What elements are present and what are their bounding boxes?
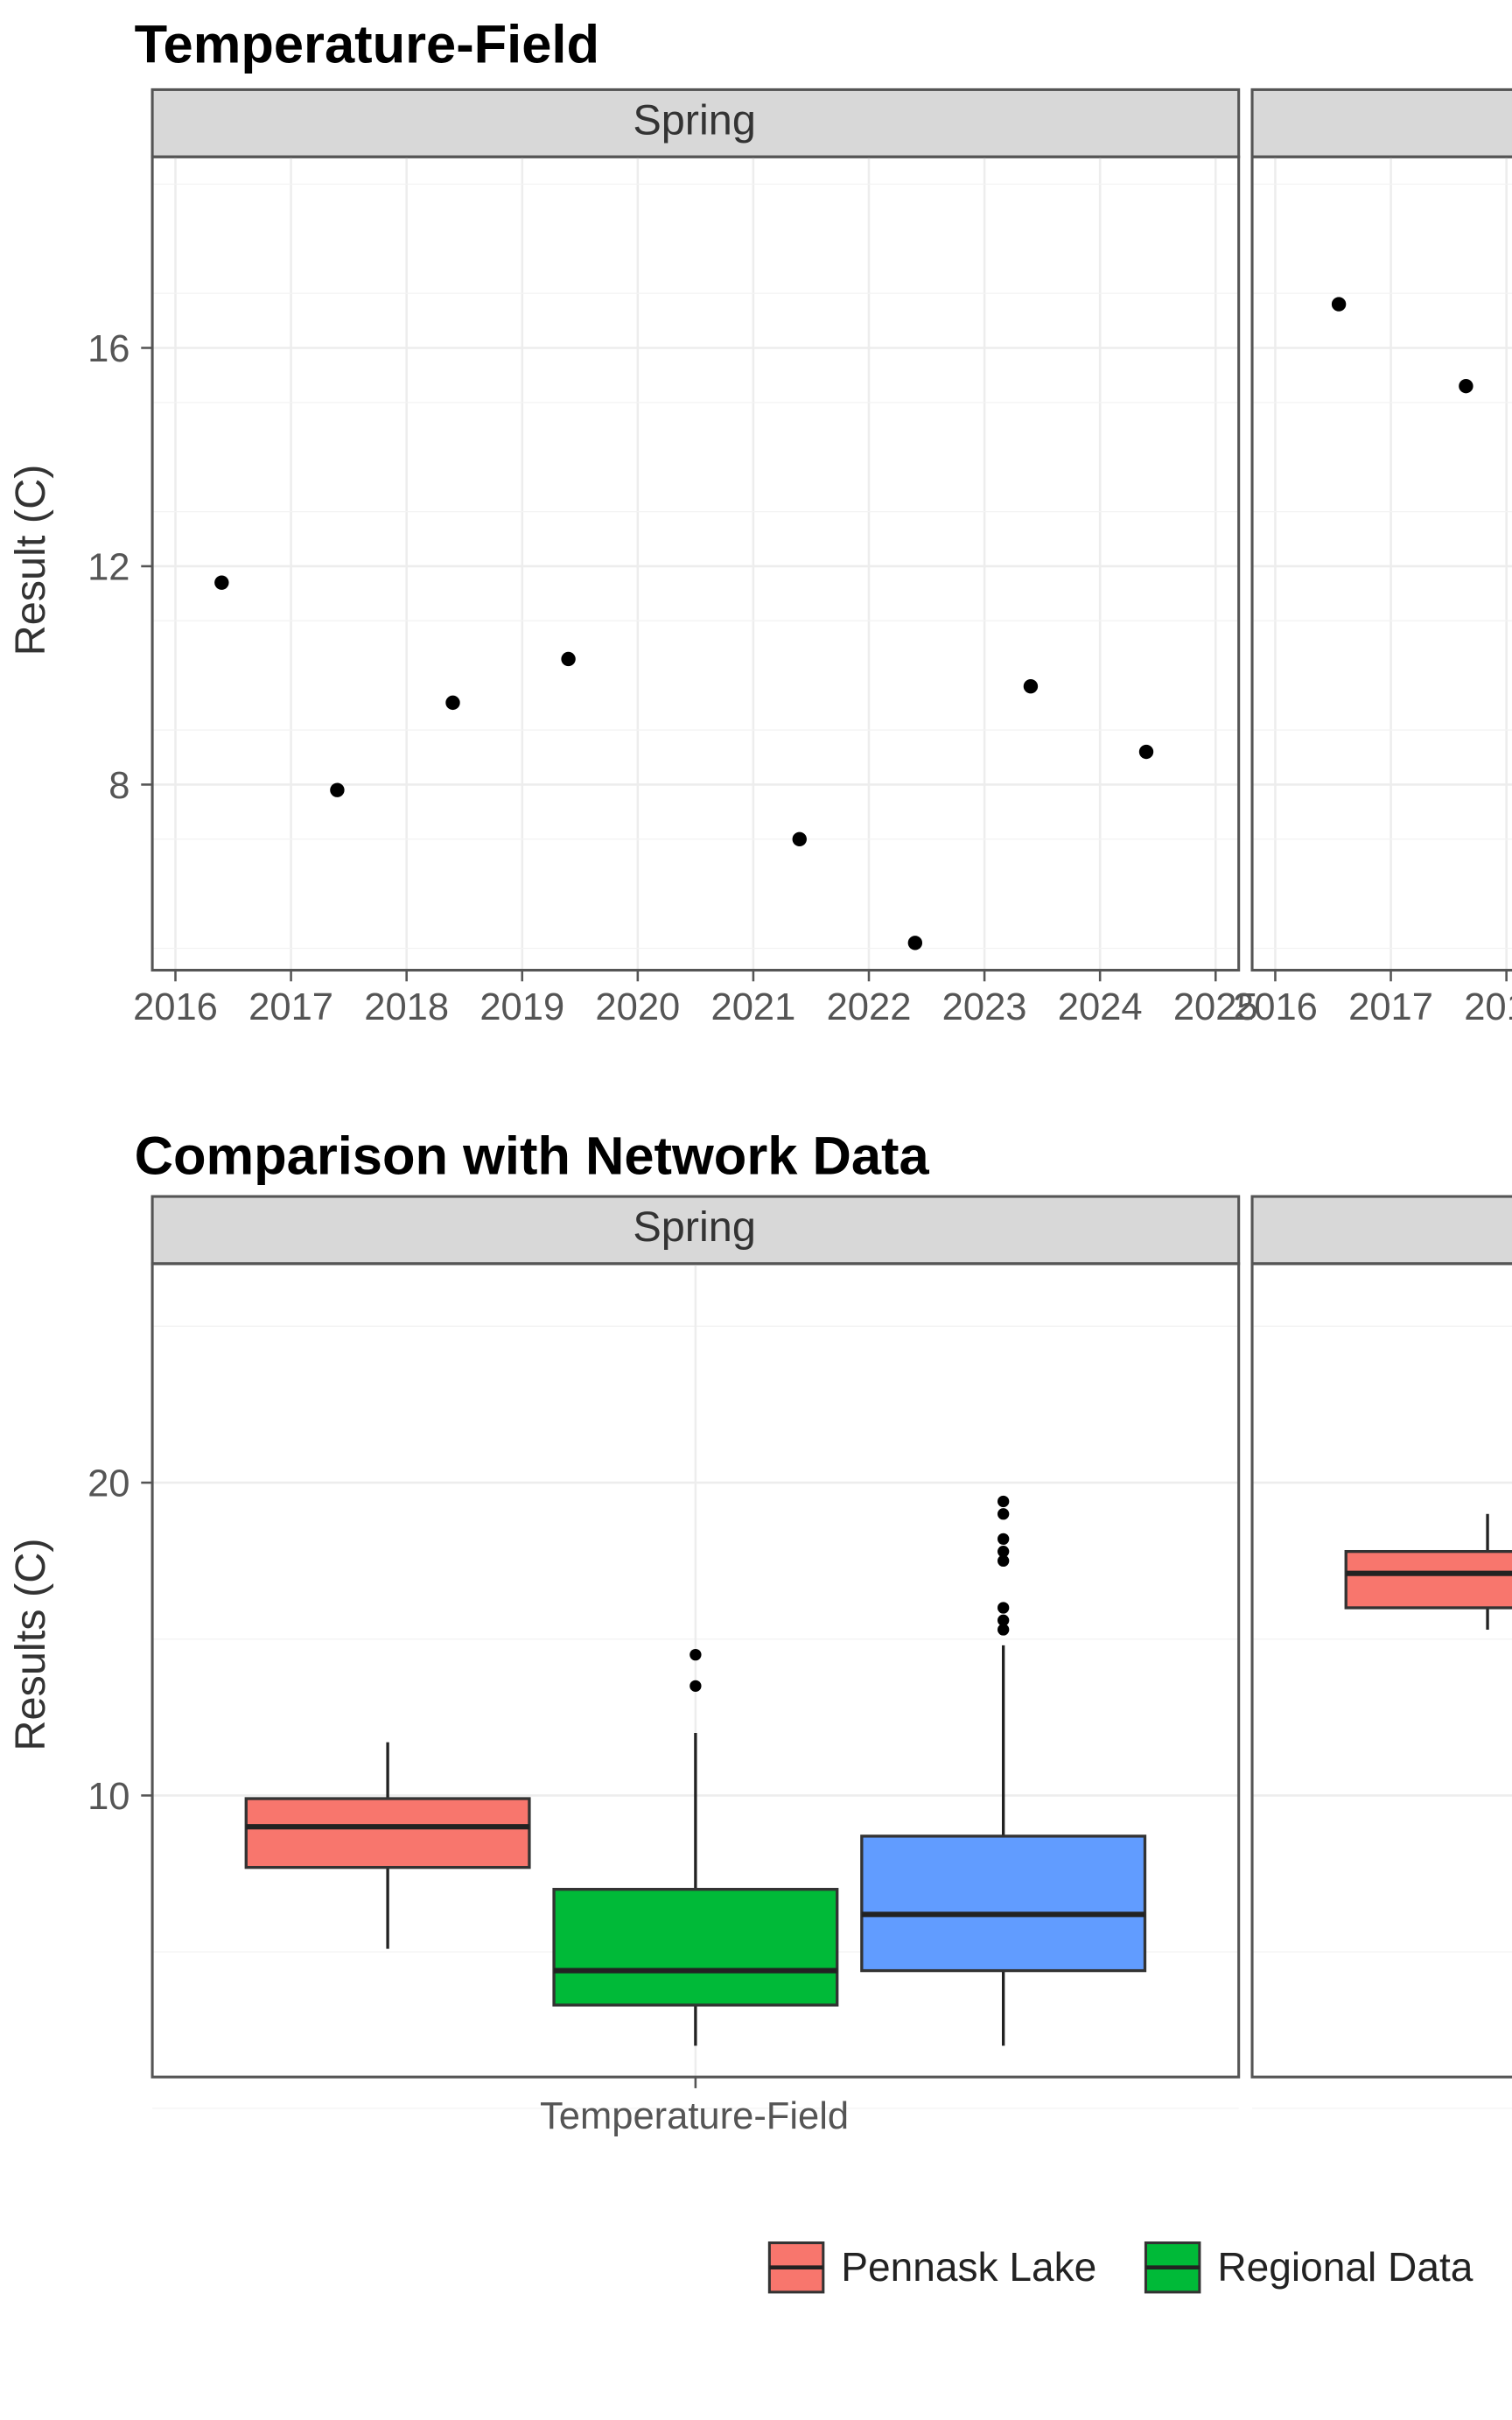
- svg-text:2017: 2017: [248, 986, 333, 1028]
- svg-text:2024: 2024: [1058, 986, 1143, 1028]
- svg-text:2018: 2018: [364, 986, 449, 1028]
- box-ylabel: Results (C): [7, 1538, 54, 1750]
- box-spring-panel: [152, 1264, 1239, 2108]
- scatter-point: [214, 575, 228, 589]
- scatter-point: [330, 782, 344, 796]
- box-xlabel-spring: Temperature-Field: [540, 2095, 849, 2137]
- box-title: Comparison with Network Data: [135, 1126, 930, 1186]
- svg-text:2020: 2020: [595, 986, 680, 1028]
- scatter-point: [445, 696, 459, 710]
- boxplot-box: [1346, 1552, 1512, 1608]
- boxplot-outlier: [998, 1615, 1009, 1626]
- scatter-point: [561, 652, 575, 666]
- boxplot-outlier: [998, 1508, 1009, 1519]
- boxplot-box: [862, 1836, 1145, 1971]
- svg-text:10: 10: [88, 1776, 130, 1818]
- boxplot-box: [246, 1799, 529, 1868]
- scatter-strip-summer: Summer: [1252, 89, 1512, 157]
- scatter-point: [793, 832, 807, 846]
- box-strip-summer: Summer: [1252, 1196, 1512, 1264]
- svg-text:2019: 2019: [480, 986, 564, 1028]
- box-y-ticks: 10 20: [88, 1463, 152, 1817]
- scatter-spring-panel: 2016201720182019202020212022202320242025: [133, 157, 1258, 1028]
- svg-text:Spring: Spring: [633, 1203, 756, 1251]
- box-strip-spring: Spring: [152, 1196, 1239, 1264]
- scatter-title: Temperature-Field: [135, 15, 599, 75]
- svg-text:20: 20: [88, 1463, 130, 1505]
- svg-text:2016: 2016: [1233, 986, 1318, 1028]
- scatter-point: [1459, 379, 1473, 393]
- boxplot-outlier: [690, 1649, 701, 1660]
- svg-text:16: 16: [88, 328, 130, 370]
- scatter-y-ticks: 8 12 16: [88, 328, 152, 807]
- legend-label: Pennask Lake: [841, 2244, 1096, 2290]
- svg-text:2022: 2022: [827, 986, 912, 1028]
- svg-text:8: 8: [108, 765, 130, 807]
- figure-svg: Temperature-Field Result (C) Spring Summ…: [0, 0, 1512, 2420]
- box-summer-panel: [1252, 1264, 1512, 2108]
- svg-text:Spring: Spring: [633, 97, 756, 144]
- boxplot-outlier: [998, 1602, 1009, 1613]
- scatter-ylabel: Result (C): [7, 465, 54, 656]
- scatter-point: [908, 936, 922, 950]
- legend: Pennask LakeRegional DataNetwork Data: [769, 2243, 1512, 2292]
- scatter-point: [1024, 679, 1038, 693]
- boxplot-outlier: [998, 1546, 1009, 1557]
- scatter-summer-panel: 2016201720182019202020212022202320242025: [1233, 157, 1512, 1028]
- svg-text:2016: 2016: [133, 986, 218, 1028]
- svg-text:12: 12: [88, 546, 130, 588]
- boxplot-outlier: [998, 1496, 1009, 1507]
- boxplot-box: [554, 1890, 837, 2005]
- svg-text:2023: 2023: [942, 986, 1027, 1028]
- svg-text:2017: 2017: [1348, 986, 1433, 1028]
- boxplot-outlier: [690, 1680, 701, 1692]
- scatter-point: [1332, 297, 1346, 311]
- boxplot-outlier: [998, 1533, 1009, 1545]
- scatter-strip-spring: Spring: [152, 89, 1239, 157]
- scatter-point: [1139, 745, 1153, 759]
- legend-label: Regional Data: [1217, 2244, 1473, 2290]
- svg-text:2018: 2018: [1464, 986, 1512, 1028]
- svg-text:2021: 2021: [711, 986, 796, 1028]
